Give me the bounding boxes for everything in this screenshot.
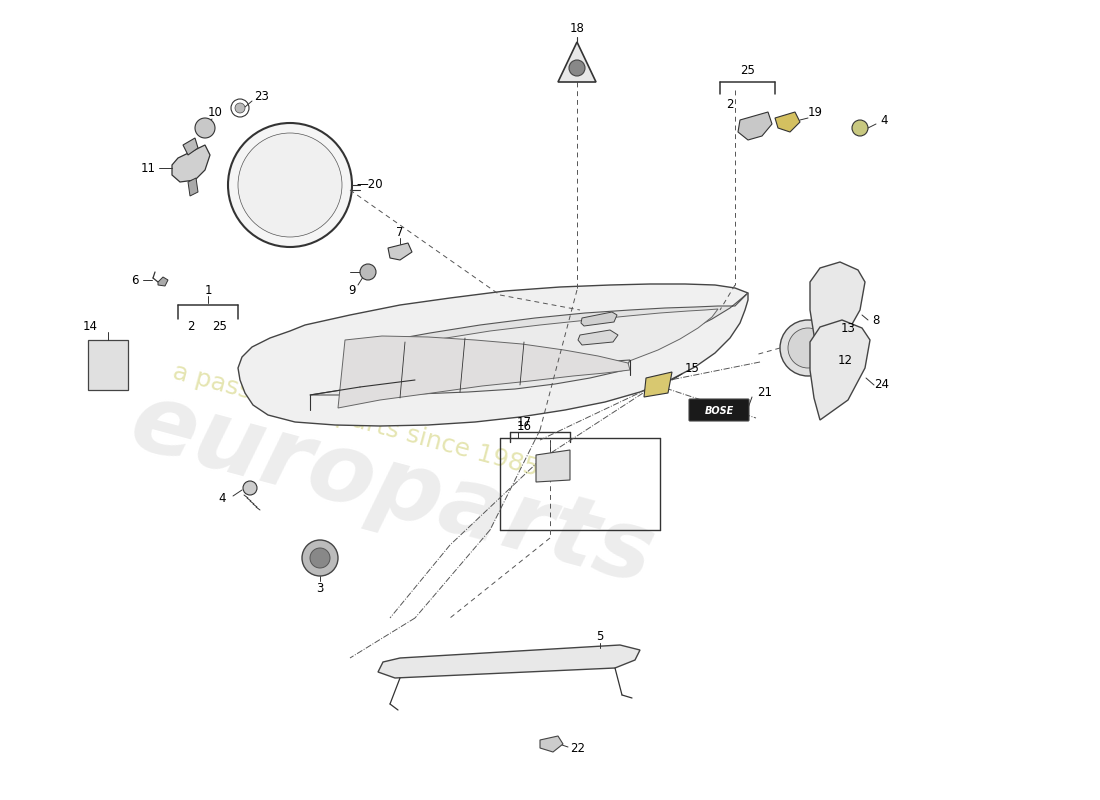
Text: BOSE: BOSE <box>704 406 734 416</box>
Text: 2: 2 <box>187 321 195 334</box>
Circle shape <box>788 328 828 368</box>
Polygon shape <box>810 262 865 360</box>
Text: 25: 25 <box>740 63 756 77</box>
Text: 1: 1 <box>205 283 211 297</box>
Circle shape <box>228 123 352 247</box>
Text: a passion for parts since 1985: a passion for parts since 1985 <box>170 359 541 481</box>
Circle shape <box>195 118 214 138</box>
Text: —20: —20 <box>356 178 383 191</box>
Text: 17: 17 <box>517 415 531 429</box>
Polygon shape <box>188 178 198 196</box>
Polygon shape <box>776 112 800 132</box>
Text: 6: 6 <box>131 274 139 286</box>
Text: 25: 25 <box>212 321 228 334</box>
Text: 16: 16 <box>517 419 531 433</box>
Polygon shape <box>378 645 640 678</box>
Polygon shape <box>345 309 718 389</box>
Polygon shape <box>338 336 630 408</box>
Polygon shape <box>388 243 412 260</box>
FancyBboxPatch shape <box>689 399 749 421</box>
Text: 22: 22 <box>571 742 585 754</box>
Polygon shape <box>810 320 870 420</box>
Polygon shape <box>183 138 198 155</box>
Polygon shape <box>581 312 617 326</box>
Circle shape <box>235 103 245 113</box>
Polygon shape <box>738 112 772 140</box>
Circle shape <box>302 540 338 576</box>
Polygon shape <box>644 372 672 397</box>
Circle shape <box>243 481 257 495</box>
Polygon shape <box>158 277 168 286</box>
Text: 5: 5 <box>596 630 604 642</box>
Text: 18: 18 <box>570 22 584 34</box>
Polygon shape <box>578 330 618 345</box>
Text: europarts: europarts <box>120 375 663 605</box>
Text: 3: 3 <box>317 582 323 594</box>
Text: 21: 21 <box>758 386 772 398</box>
Text: 10: 10 <box>208 106 222 118</box>
Text: 7: 7 <box>396 226 404 238</box>
Polygon shape <box>172 145 210 182</box>
Text: 13: 13 <box>840 322 856 334</box>
Polygon shape <box>310 360 630 395</box>
Polygon shape <box>358 293 748 381</box>
Text: 11: 11 <box>141 162 155 174</box>
Text: 14: 14 <box>82 319 98 333</box>
Circle shape <box>780 320 836 376</box>
Circle shape <box>360 264 376 280</box>
Text: 12: 12 <box>837 354 852 366</box>
Polygon shape <box>88 340 128 390</box>
Polygon shape <box>238 284 748 426</box>
Polygon shape <box>540 736 563 752</box>
Text: 19: 19 <box>807 106 823 118</box>
Text: 24: 24 <box>874 378 890 391</box>
Circle shape <box>310 548 330 568</box>
Text: 9: 9 <box>349 283 355 297</box>
Text: 15: 15 <box>684 362 700 374</box>
Circle shape <box>238 133 342 237</box>
Text: 4: 4 <box>218 491 226 505</box>
Text: 2: 2 <box>726 98 734 110</box>
Text: 23: 23 <box>254 90 270 102</box>
Text: 8: 8 <box>872 314 880 326</box>
Circle shape <box>569 60 585 76</box>
Text: 4: 4 <box>880 114 888 126</box>
Polygon shape <box>536 450 570 482</box>
Polygon shape <box>558 42 596 82</box>
Circle shape <box>852 120 868 136</box>
